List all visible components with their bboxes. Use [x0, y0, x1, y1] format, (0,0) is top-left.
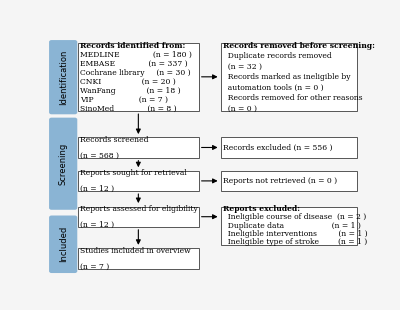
- Text: VIP                   (n = 7 ): VIP (n = 7 ): [80, 96, 168, 104]
- Text: Screening: Screening: [59, 143, 68, 185]
- FancyBboxPatch shape: [78, 207, 199, 227]
- Text: Records marked as ineligible by: Records marked as ineligible by: [223, 73, 350, 81]
- Text: Ineligible interventions         (n = 1 ): Ineligible interventions (n = 1 ): [223, 230, 368, 238]
- Text: Records screened: Records screened: [80, 136, 149, 144]
- Text: (n = 32 ): (n = 32 ): [223, 63, 262, 71]
- FancyBboxPatch shape: [220, 171, 357, 191]
- Text: Records excluded (n = 556 ): Records excluded (n = 556 ): [223, 144, 332, 152]
- Text: Studies included in overview: Studies included in overview: [80, 247, 191, 255]
- FancyBboxPatch shape: [49, 215, 77, 273]
- Text: (n = 12 ): (n = 12 ): [80, 185, 114, 193]
- FancyBboxPatch shape: [49, 117, 77, 210]
- Text: Reports not retrieved (n = 0 ): Reports not retrieved (n = 0 ): [223, 177, 337, 185]
- Text: WanFang             (n = 18 ): WanFang (n = 18 ): [80, 87, 181, 95]
- Text: Reports assessed for eligibility: Reports assessed for eligibility: [80, 205, 198, 213]
- Text: Ineligible course of disease  (n = 2 ): Ineligible course of disease (n = 2 ): [223, 213, 366, 221]
- FancyBboxPatch shape: [78, 137, 199, 158]
- FancyBboxPatch shape: [220, 207, 357, 245]
- FancyBboxPatch shape: [49, 40, 77, 114]
- Text: Records identified from:: Records identified from:: [80, 42, 186, 50]
- Text: Duplicate records removed: Duplicate records removed: [223, 52, 332, 60]
- Text: EMBASE              (n = 337 ): EMBASE (n = 337 ): [80, 60, 188, 68]
- Text: (n = 7 ): (n = 7 ): [80, 262, 110, 270]
- Text: SinoMed              (n = 8 ): SinoMed (n = 8 ): [80, 105, 177, 113]
- FancyBboxPatch shape: [220, 43, 357, 111]
- Text: CNKI                 (n = 20 ): CNKI (n = 20 ): [80, 78, 176, 86]
- Text: Duplicate data                    (n = 1 ): Duplicate data (n = 1 ): [223, 222, 361, 230]
- Text: Identification: Identification: [59, 50, 68, 105]
- FancyBboxPatch shape: [78, 43, 199, 111]
- Text: Included: Included: [59, 226, 68, 262]
- FancyBboxPatch shape: [78, 171, 199, 191]
- Text: (n = 0 ): (n = 0 ): [223, 105, 257, 113]
- Text: Reports sought for retrieval: Reports sought for retrieval: [80, 169, 187, 177]
- Text: (n = 568 ): (n = 568 ): [80, 151, 119, 159]
- Text: (n = 12 ): (n = 12 ): [80, 221, 114, 228]
- Text: automation tools (n = 0 ): automation tools (n = 0 ): [223, 84, 324, 92]
- Text: Records removed for other reasons: Records removed for other reasons: [223, 94, 363, 102]
- Text: Ineligible type of stroke        (n = 1 ): Ineligible type of stroke (n = 1 ): [223, 238, 367, 246]
- FancyBboxPatch shape: [78, 248, 199, 269]
- FancyBboxPatch shape: [220, 137, 357, 158]
- Text: Records removed before screening:: Records removed before screening:: [223, 42, 375, 50]
- Text: Cochrane library     (n = 30 ): Cochrane library (n = 30 ): [80, 69, 191, 77]
- Text: Reports excluded:: Reports excluded:: [223, 205, 300, 213]
- Text: MEDLINE              (n = 180 ): MEDLINE (n = 180 ): [80, 51, 192, 59]
